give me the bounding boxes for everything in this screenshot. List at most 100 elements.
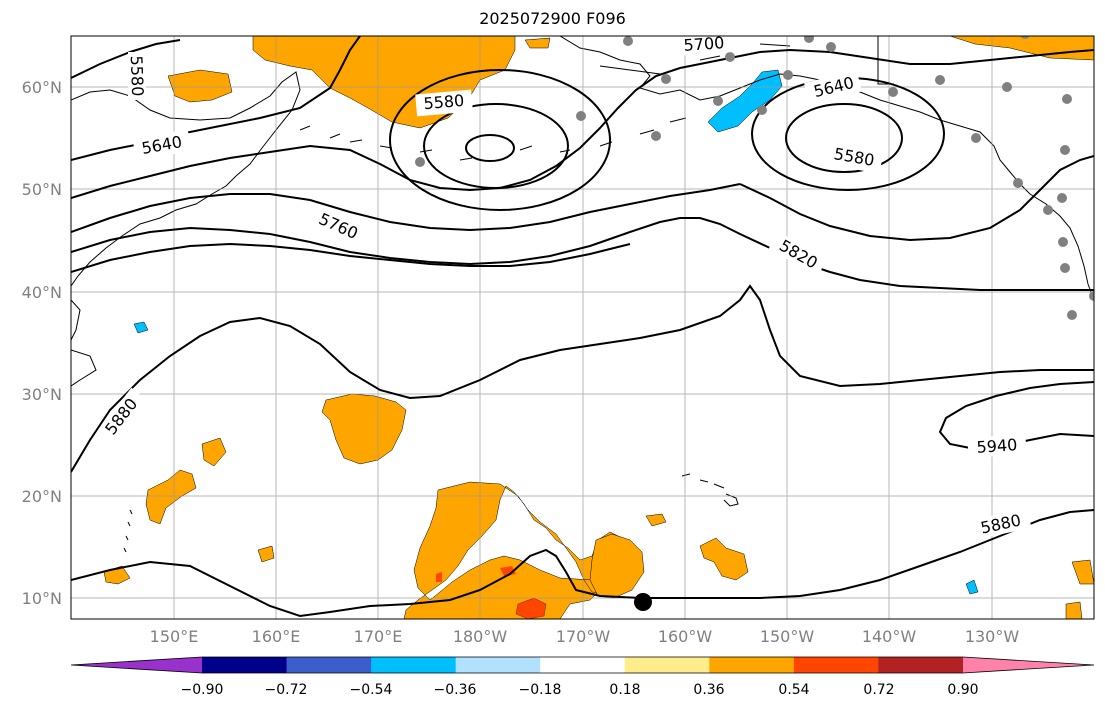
colorbar-cell [624, 657, 710, 673]
anomaly-region-orange [1071, 559, 1094, 585]
contour-labels: 5580 5640 5760 5580 5700 5640 5580 5820 … [96, 33, 1032, 540]
anomaly-region-orange [403, 481, 641, 619]
lon-label: 150°W [760, 627, 815, 646]
lat-label: 60°N [22, 78, 62, 97]
station-marker [1058, 237, 1068, 247]
colorbar-extend-high [963, 657, 1094, 673]
longitude-labels: 150°E 160°E 170°E 180°W 170°W 160°W 150°… [150, 627, 1020, 646]
contour-line [938, 381, 1094, 450]
colorbar-cell [878, 657, 964, 673]
lon-label: 170°E [354, 627, 403, 646]
contour-line [71, 242, 631, 273]
contour-line [71, 48, 1094, 199]
colorbar-outline [70, 656, 1095, 674]
station-marker [1062, 94, 1072, 104]
coastline-japan [71, 299, 81, 341]
station-marker [1020, 36, 1030, 39]
station-marker [1043, 205, 1053, 215]
contour-low [389, 69, 611, 211]
storm-center-marker [634, 593, 652, 611]
station-marker [1057, 193, 1067, 203]
colorbar-label: 0.36 [693, 682, 724, 698]
coastline-asia-2 [71, 349, 97, 387]
lat-label: 10°N [22, 589, 62, 608]
anomaly-region-orange [167, 69, 233, 103]
map-title: 2025072900 F096 [479, 9, 626, 28]
anomaly-region-orange [1065, 601, 1083, 619]
station-marker [783, 70, 793, 80]
station-marker [1060, 263, 1070, 273]
lon-label: 180°W [453, 627, 508, 646]
station-marker [1002, 82, 1012, 92]
colorbar-label: −0.90 [181, 682, 224, 698]
colorbar-cell [286, 657, 372, 673]
station-marker [623, 36, 633, 46]
colorbar-label: −0.72 [265, 682, 308, 698]
lat-label: 40°N [22, 283, 62, 302]
lat-label: 20°N [22, 487, 62, 506]
contour-line [71, 36, 361, 161]
anomaly-region-orange [589, 533, 645, 599]
station-marker [713, 96, 723, 106]
colorbar: −0.90 −0.72 −0.54 −0.36 −0.18 0.18 0.36 … [70, 656, 1095, 698]
colorbar-label: −0.18 [519, 682, 562, 698]
colorbar-cell [202, 657, 288, 673]
contour-label: 5940 [976, 435, 1018, 457]
contour-label: 5700 [683, 33, 725, 55]
colorbar-labels: −0.90 −0.72 −0.54 −0.36 −0.18 0.18 0.36 … [181, 682, 979, 698]
lat-label: 30°N [22, 385, 62, 404]
anomaly-region-orange [699, 537, 749, 581]
lon-label: 160°W [658, 627, 713, 646]
anomaly-region-cyan [133, 321, 149, 334]
contour-line [71, 284, 1094, 473]
station-marker [804, 36, 814, 43]
station-marker [576, 111, 586, 121]
coastline-north [599, 43, 791, 75]
latitude-labels: 60°N 50°N 40°N 30°N 20°N 10°N [22, 78, 62, 608]
contour-low [423, 103, 569, 189]
anomaly-region-cyan [707, 69, 783, 133]
anomaly-region-red-orange [436, 572, 442, 582]
height-contours [71, 36, 1094, 618]
colorbar-cell [455, 657, 541, 673]
colorbar-cell [371, 657, 457, 673]
coastline-islands [123, 509, 133, 553]
colorbar-cell [709, 657, 795, 673]
contour-line [71, 509, 1094, 618]
plot-frame [70, 35, 1095, 620]
station-marker [651, 131, 661, 141]
anomaly-region-cyan [965, 579, 979, 595]
station-markers [415, 36, 1094, 320]
station-marker [725, 52, 735, 62]
contour-label: 5580 [127, 55, 147, 96]
colorbar-label: −0.36 [434, 682, 477, 698]
station-marker [826, 42, 836, 52]
anomaly-region-orange [257, 545, 275, 563]
colorbar-extend-low [71, 657, 202, 673]
lat-label: 50°N [22, 180, 62, 199]
station-marker [1013, 178, 1023, 188]
contour-low [785, 103, 903, 173]
colorbar-label: −0.54 [350, 682, 393, 698]
lon-label: 130°W [965, 627, 1020, 646]
anomaly-region-orange [201, 437, 227, 467]
contour-line [71, 217, 1094, 291]
contour-line [739, 155, 1094, 242]
station-marker [971, 133, 981, 143]
lon-label: 160°E [252, 627, 301, 646]
colorbar-cell [540, 657, 626, 673]
colorbar-label: 0.54 [778, 682, 809, 698]
colorbar-cells [70, 656, 1095, 674]
colorbar-label: 0.90 [947, 682, 978, 698]
station-marker [1067, 310, 1077, 320]
colorbar-label: 0.18 [609, 682, 640, 698]
lon-label: 170°W [556, 627, 611, 646]
station-marker [661, 74, 671, 84]
coastline-aleutians [299, 117, 687, 161]
anomaly-region-orange [524, 37, 551, 49]
colorbar-cell [793, 657, 879, 673]
contour-label: 5580 [423, 91, 465, 113]
lon-label: 150°E [150, 627, 199, 646]
station-marker [1089, 291, 1094, 301]
